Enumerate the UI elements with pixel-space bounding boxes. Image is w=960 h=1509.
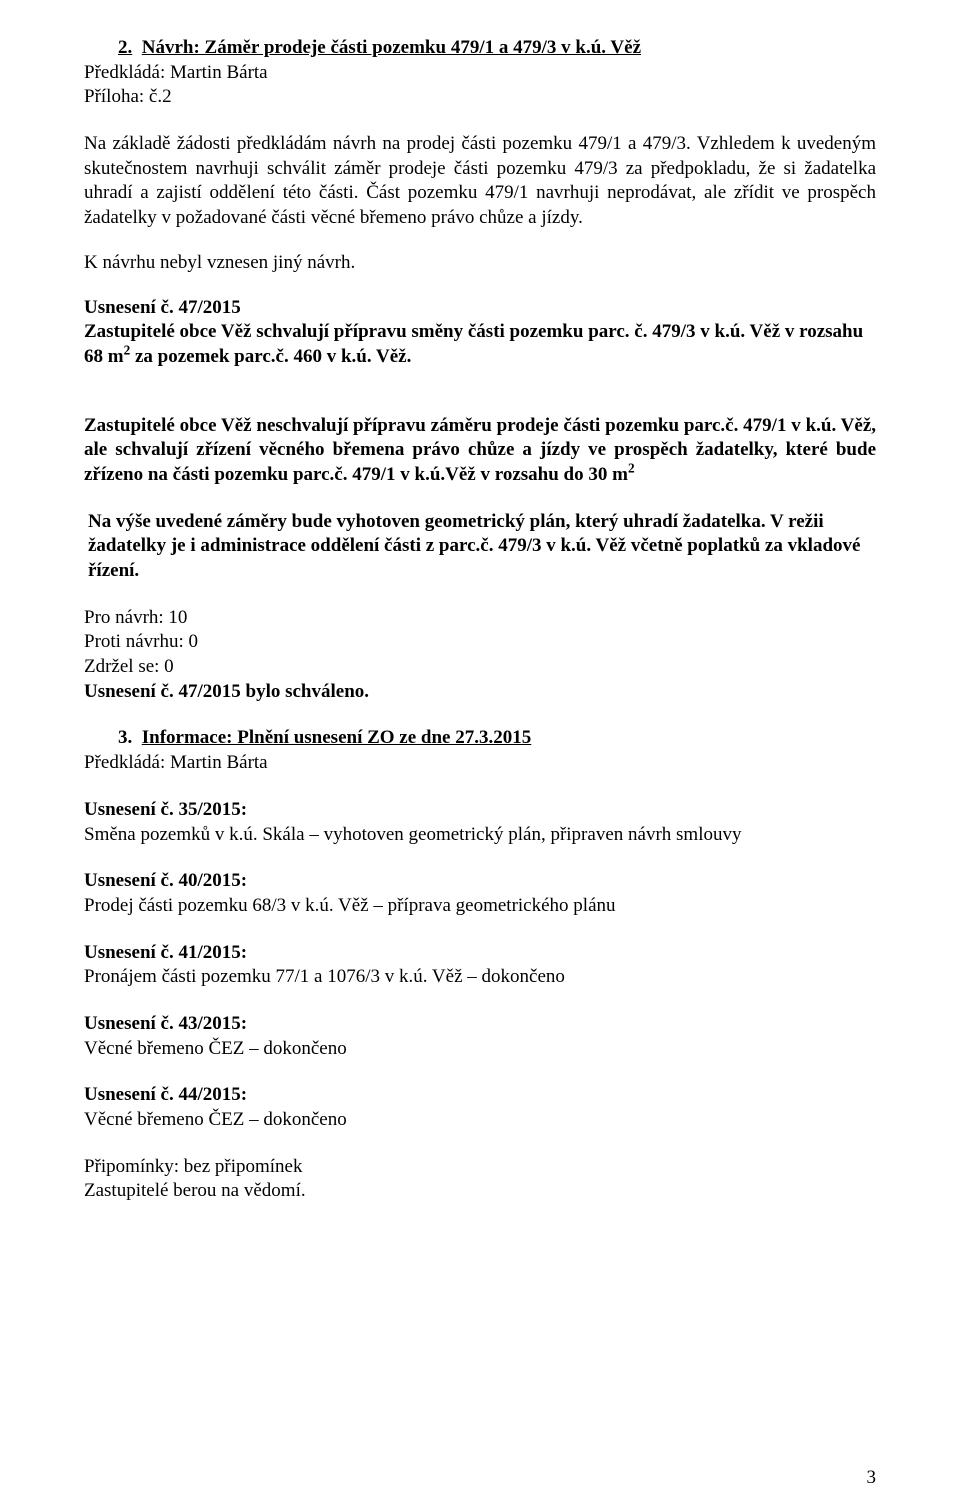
no-other-proposal: K návrhu nebyl vznesen jiný návrh. xyxy=(84,251,876,276)
resolution-40-body: Prodej části pozemku 68/3 v k.ú. Věž – p… xyxy=(84,894,876,919)
section-2-title: Návrh: Záměr prodeje části pozemku 479/1… xyxy=(142,37,641,58)
comments-line: Připomínky: bez připomínek xyxy=(84,1155,876,1180)
not-approve-part1: Zastupitelé obce Věž neschvalují příprav… xyxy=(84,415,876,485)
not-approve-text: Zastupitelé obce Věž neschvalují příprav… xyxy=(84,414,876,488)
resolution-41-body: Pronájem části pozemku 77/1 a 1076/3 v k… xyxy=(84,965,876,990)
section-3-number: 3. xyxy=(118,727,132,748)
document-page: 2. Návrh: Záměr prodeje části pozemku 47… xyxy=(0,0,960,1509)
resolution-47-block: Usnesení č. 47/2015 Zastupitelé obce Věž… xyxy=(84,296,876,370)
vote-for: Pro návrh: 10 xyxy=(84,606,876,631)
section-2-attachment: Příloha: č.2 xyxy=(84,85,876,110)
not-approve-block: Zastupitelé obce Věž neschvalují příprav… xyxy=(84,414,876,488)
vote-approved: Usnesení č. 47/2015 bylo schváleno. xyxy=(84,680,876,705)
paragraph-rationale: Na základě žádosti předkládám návrh na p… xyxy=(84,132,876,231)
resolution-47-title: Usnesení č. 47/2015 xyxy=(84,296,876,321)
section-3-submitted: Předkládá: Martin Bárta xyxy=(84,751,876,776)
section-3-title: Informace: Plnění usnesení ZO ze dne 27.… xyxy=(142,727,532,748)
section-2-heading: 2. Návrh: Záměr prodeje části pozemku 47… xyxy=(118,36,876,61)
resolution-44-body: Věcné břemeno ČEZ – dokončeno xyxy=(84,1108,876,1133)
resolution-47-body: Zastupitelé obce Věž schvalují přípravu … xyxy=(84,320,876,369)
section-2-number: 2. xyxy=(118,37,132,58)
resolution-43-title: Usnesení č. 43/2015: xyxy=(84,1012,876,1037)
section-2-submitted: Předkládá: Martin Bárta xyxy=(84,61,876,86)
superscript-2-b: 2 xyxy=(628,461,635,476)
resolution-44-title: Usnesení č. 44/2015: xyxy=(84,1083,876,1108)
resolution-41-title: Usnesení č. 41/2015: xyxy=(84,941,876,966)
geometric-plan-text: Na výše uvedené záměry bude vyhotoven ge… xyxy=(88,510,876,584)
page-number: 3 xyxy=(867,1466,877,1491)
section-3-heading: 3. Informace: Plnění usnesení ZO ze dne … xyxy=(118,726,876,751)
vote-abstain: Zdržel se: 0 xyxy=(84,655,876,680)
noted-line: Zastupitelé berou na vědomí. xyxy=(84,1179,876,1204)
resolution-35-body: Směna pozemků v k.ú. Skála – vyhotoven g… xyxy=(84,823,876,848)
resolution-35-title: Usnesení č. 35/2015: xyxy=(84,798,876,823)
resolution-40-title: Usnesení č. 40/2015: xyxy=(84,869,876,894)
resolution-43-body: Věcné břemeno ČEZ – dokončeno xyxy=(84,1037,876,1062)
geometric-plan-block: Na výše uvedené záměry bude vyhotoven ge… xyxy=(84,510,876,584)
resolution-47-body-part2: za pozemek parc.č. 460 v k.ú. Věž. xyxy=(130,346,411,367)
vote-against: Proti návrhu: 0 xyxy=(84,630,876,655)
